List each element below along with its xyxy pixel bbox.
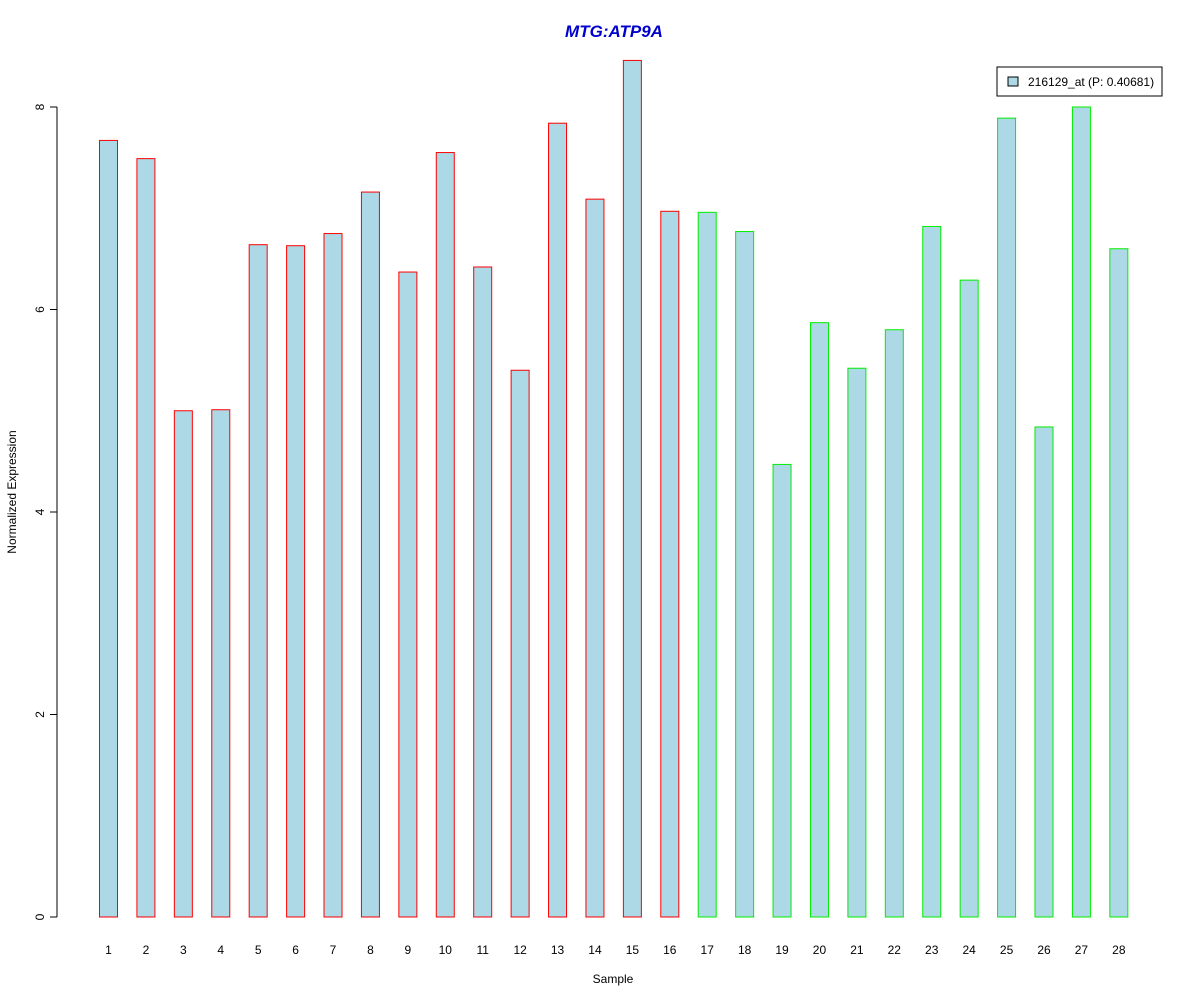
x-tick-label: 8 xyxy=(367,943,374,957)
x-tick-label: 20 xyxy=(813,943,827,957)
bar xyxy=(323,233,343,918)
x-tick-label: 22 xyxy=(888,943,902,957)
x-tick-label: 23 xyxy=(925,943,939,957)
y-axis-title: Normalized Expression xyxy=(5,430,19,553)
bar xyxy=(211,409,231,918)
bar xyxy=(959,279,979,918)
bar xyxy=(660,210,680,918)
bar xyxy=(510,369,530,918)
x-tick-label: 4 xyxy=(217,943,224,957)
bar xyxy=(585,198,605,918)
bar xyxy=(1034,426,1054,918)
bar xyxy=(360,191,380,918)
bar xyxy=(99,139,118,918)
bar xyxy=(173,410,193,918)
bar xyxy=(473,266,493,918)
bar xyxy=(398,271,418,918)
bar xyxy=(622,59,642,918)
bar xyxy=(286,245,306,918)
x-tick-label: 13 xyxy=(551,943,565,957)
bar xyxy=(248,244,268,918)
bars-group xyxy=(99,59,1129,918)
legend-label: 216129_at (P: 0.40681) xyxy=(1028,75,1154,89)
x-tick-label: 24 xyxy=(962,943,976,957)
x-tick-label: 21 xyxy=(850,943,864,957)
chart-title: MTG:ATP9A xyxy=(565,22,663,41)
x-tick-label: 2 xyxy=(143,943,150,957)
x-tick-label: 26 xyxy=(1037,943,1051,957)
x-tick-label: 5 xyxy=(255,943,262,957)
x-tick-label: 12 xyxy=(513,943,527,957)
x-tick-label: 18 xyxy=(738,943,752,957)
y-tick-label: 0 xyxy=(33,913,47,920)
x-tick-label: 28 xyxy=(1112,943,1126,957)
bar xyxy=(1109,248,1129,918)
y-tick-label: 2 xyxy=(33,711,47,718)
x-tick-label: 17 xyxy=(701,943,715,957)
bar xyxy=(697,211,717,918)
legend-swatch xyxy=(1007,76,1019,87)
y-tick-label: 8 xyxy=(33,103,47,110)
y-tick-label: 6 xyxy=(33,306,47,313)
x-tick-label: 25 xyxy=(1000,943,1014,957)
bar xyxy=(772,463,792,918)
bar xyxy=(997,117,1017,918)
bar xyxy=(136,158,156,918)
x-tick-label: 10 xyxy=(439,943,453,957)
x-tick-label: 6 xyxy=(292,943,299,957)
bar xyxy=(922,225,942,918)
bar xyxy=(884,329,904,918)
x-axis-title: Sample xyxy=(593,972,634,986)
legend-box xyxy=(996,66,1163,97)
bar xyxy=(809,322,829,918)
y-axis: 0 2 4 6 8 xyxy=(33,103,58,920)
x-tick-label: 7 xyxy=(330,943,337,957)
y-tick-label: 4 xyxy=(33,508,47,515)
x-tick-label: 9 xyxy=(405,943,412,957)
x-tick-label: 1 xyxy=(105,943,112,957)
x-tick-labels: 1 2 3 4 5 6 7 8 9 10 11 12 13 14 15 16 17 18 19 20 21 22 23 24 2… xyxy=(105,943,1126,957)
x-tick-label: 19 xyxy=(775,943,789,957)
x-tick-label: 15 xyxy=(626,943,640,957)
x-tick-label: 3 xyxy=(180,943,187,957)
bar xyxy=(847,367,867,918)
bar xyxy=(548,122,568,918)
x-tick-label: 11 xyxy=(476,943,489,957)
legend: 216129_at (P: 0.40681) xyxy=(996,66,1163,97)
x-tick-label: 16 xyxy=(663,943,677,957)
bar xyxy=(735,231,755,918)
x-tick-label: 27 xyxy=(1075,943,1089,957)
bar xyxy=(1071,106,1091,918)
x-tick-label: 14 xyxy=(588,943,602,957)
bar xyxy=(435,152,455,918)
